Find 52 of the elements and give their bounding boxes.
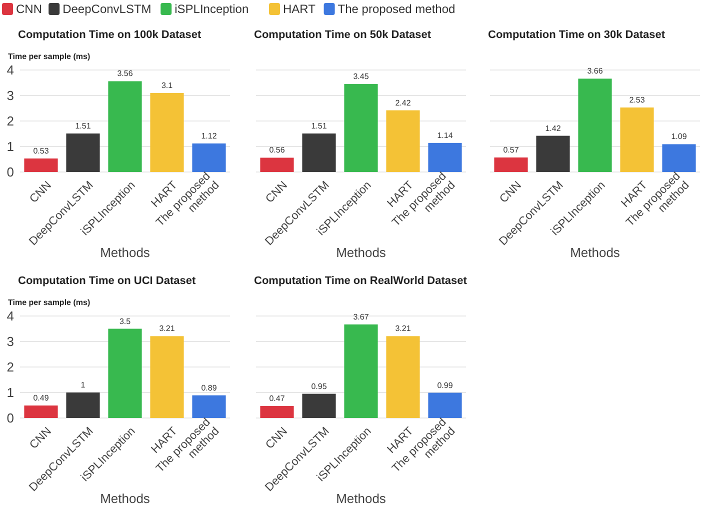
- y-tick-label: 4: [6, 308, 14, 324]
- data-label: 1.14: [437, 130, 454, 140]
- legend-label: DeepConvLSTM: [62, 2, 152, 16]
- data-label: 0.47: [269, 394, 286, 404]
- legend-label: CNN: [16, 2, 42, 16]
- data-label: 3.56: [117, 69, 134, 78]
- y-tick-label: 2: [6, 360, 14, 375]
- data-label: 3.21: [395, 324, 412, 334]
- data-label: 0.95: [311, 382, 328, 391]
- data-label: 3.5: [119, 316, 132, 326]
- chart-title: Computation Time on 100k Dataset: [18, 29, 202, 41]
- y-tick-label: 1: [6, 385, 14, 400]
- data-label: 0.99: [437, 380, 454, 390]
- data-label: 0.56: [269, 146, 286, 155]
- y-tick-label: 4: [6, 62, 14, 78]
- data-label: 0.53: [33, 146, 50, 156]
- x-axis-title: Methods: [570, 245, 620, 260]
- data-label: 3.66: [587, 66, 604, 76]
- data-label: 2.42: [395, 98, 412, 108]
- chart-title: Computation Time on 50k Dataset: [254, 29, 432, 41]
- data-label: 1.51: [75, 121, 92, 130]
- data-label: 3.1: [161, 80, 174, 90]
- legend-label: iSPLInception: [174, 2, 249, 16]
- y-tick-label: 2: [6, 114, 14, 129]
- data-label: 2.53: [629, 95, 646, 104]
- legend-label: The proposed method: [338, 2, 456, 16]
- chart-title: Computation Time on UCI Dataset: [18, 275, 196, 287]
- x-axis-title: Methods: [100, 245, 150, 260]
- data-label: 0.57: [503, 145, 520, 154]
- data-label: 3.21: [159, 324, 176, 334]
- y-tick-label: 3: [6, 334, 14, 350]
- y-tick-label: 0: [6, 164, 14, 180]
- data-label: 3.67: [353, 312, 370, 322]
- x-axis-title: Methods: [336, 245, 386, 260]
- data-label: 1.12: [201, 131, 218, 140]
- y-axis-title: Time per sample (ms): [8, 298, 90, 307]
- data-label: 1: [80, 380, 86, 390]
- y-tick-label: 3: [6, 88, 14, 104]
- x-axis-title: Methods: [100, 491, 150, 506]
- legend-label: HART: [283, 2, 316, 16]
- y-tick-label: 0: [6, 410, 14, 426]
- chart-title: Computation Time on RealWorld Dataset: [254, 275, 468, 287]
- y-axis-title: Time per sample (ms): [8, 52, 90, 61]
- data-label: 0.49: [33, 394, 50, 403]
- data-label: 3.45: [353, 72, 370, 82]
- data-label: 0.89: [201, 383, 218, 392]
- chart-title: Computation Time on 30k Dataset: [488, 29, 666, 41]
- data-label: 1.51: [311, 121, 328, 130]
- y-tick-label: 1: [6, 139, 14, 154]
- data-label: 1.42: [545, 124, 562, 133]
- x-axis-title: Methods: [336, 491, 386, 506]
- data-label: 1.09: [671, 132, 688, 142]
